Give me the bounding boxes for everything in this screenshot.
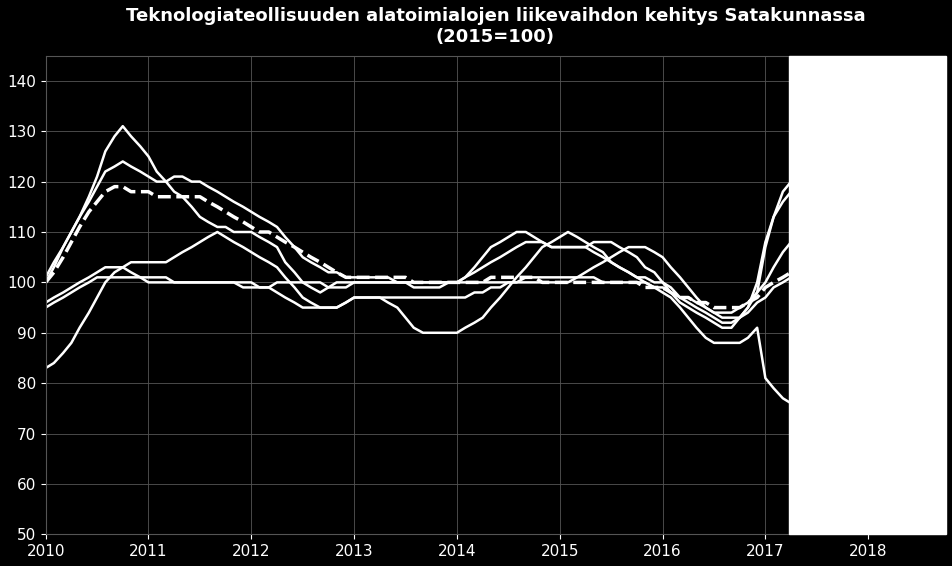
Bar [788, 55, 945, 534]
Title: Teknologiateollisuuden alatoimialojen liikevaihdon kehitys Satakunnassa
(2015=10: Teknologiateollisuuden alatoimialojen li… [126, 7, 864, 46]
